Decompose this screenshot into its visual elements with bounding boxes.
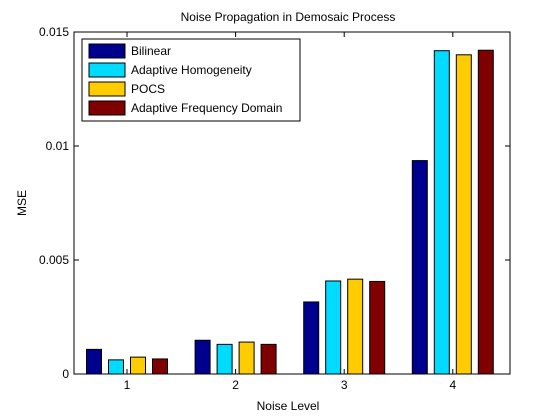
x-axis-ticks: 1 2 3 4 [124, 32, 456, 392]
x-tick-label: 3 [341, 378, 348, 392]
bar-bilinear-level-3 [303, 301, 320, 375]
bar-bilinear-level-1 [86, 348, 102, 375]
bar-pocs-level-4 [455, 54, 472, 375]
bar-adaptive-homogeneity-level-3 [325, 280, 342, 375]
bars-group [86, 49, 494, 375]
legend-label: POCS [131, 82, 165, 96]
bar-adaptive-homogeneity-level-1 [108, 359, 124, 375]
x-tick-label: 2 [232, 378, 239, 392]
legend-label: Bilinear [131, 44, 171, 58]
y-axis-ticks: 0 0.005 0.01 0.015 [39, 25, 510, 381]
bar-bilinear-level-2 [194, 339, 211, 375]
y-tick-label: 0.005 [39, 253, 69, 267]
bar-adaptive-homogeneity-level-2 [216, 343, 233, 375]
legend-swatch [88, 100, 126, 116]
x-axis-label: Noise Level [257, 399, 320, 413]
legend-swatch [88, 43, 126, 59]
legend-label: Adaptive Frequency Domain [131, 101, 282, 115]
x-tick-label: 4 [449, 378, 456, 392]
bar-adaptive-frequency-domain-level-1 [152, 358, 168, 375]
x-tick-label: 1 [124, 378, 131, 392]
bar-pocs-level-1 [130, 356, 146, 375]
y-tick-label: 0 [62, 367, 69, 381]
bar-adaptive-frequency-domain-level-2 [260, 343, 277, 375]
legend-swatch [88, 62, 126, 78]
bar-bilinear-level-4 [411, 160, 428, 375]
y-axis-label: MSE [15, 190, 29, 216]
bar-adaptive-homogeneity-level-4 [433, 50, 450, 375]
bar-pocs-level-2 [238, 341, 255, 375]
bar-adaptive-frequency-domain-level-4 [477, 49, 494, 375]
legend-label: Adaptive Homogeneity [131, 63, 252, 77]
y-tick-label: 0.015 [39, 25, 69, 39]
bar-pocs-level-3 [347, 278, 364, 375]
y-tick-label: 0.01 [46, 139, 70, 153]
legend: Bilinear Adaptive Homogeneity POCS Adaptive… [81, 38, 301, 122]
chart-title: Noise Propagation in Demosaic Process [181, 10, 396, 24]
bar-adaptive-frequency-domain-level-3 [369, 280, 386, 375]
legend-swatch [88, 81, 126, 97]
